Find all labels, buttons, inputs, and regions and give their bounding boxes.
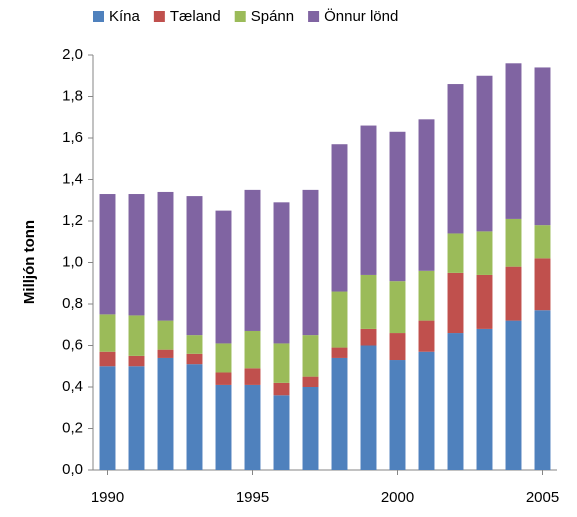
bar-segment	[215, 372, 232, 385]
y-tick-label: 0,4	[62, 378, 83, 395]
bar-segment	[215, 210, 232, 344]
bar-segment	[128, 355, 145, 367]
legend-label: Önnur lönd	[324, 7, 398, 25]
x-tick-label: 1995	[236, 489, 269, 506]
bar-segment	[476, 75, 493, 232]
bar-segment	[447, 84, 464, 234]
y-tick-label: 0,0	[62, 461, 83, 478]
bar-segment	[360, 328, 377, 346]
x-tick-label: 1990	[91, 489, 124, 506]
y-tick-label: 1,8	[62, 87, 83, 104]
bar-segment	[99, 366, 116, 470]
bar-segment	[331, 347, 348, 358]
legend-swatch	[234, 11, 246, 22]
legend-label: Kína	[109, 8, 141, 25]
bar-segment	[476, 274, 493, 329]
y-tick-label: 1,0	[62, 253, 83, 270]
y-tick-label: 0,2	[62, 419, 83, 436]
bar-segment	[186, 353, 203, 365]
bar-segment	[302, 387, 319, 470]
bar-segment	[99, 314, 116, 352]
bar-segment	[360, 274, 377, 329]
y-tick-label: 2,0	[62, 46, 83, 63]
bar-segment	[302, 189, 319, 336]
bar-segment	[186, 364, 203, 470]
y-tick-label: 0,6	[62, 336, 83, 353]
bar-segment	[447, 233, 464, 273]
bar-segment	[389, 333, 406, 361]
bar-segment	[186, 335, 203, 354]
bar-segment	[505, 320, 522, 470]
legend-swatch	[153, 11, 165, 22]
bar-segment	[244, 189, 261, 331]
bar-segment	[476, 328, 493, 470]
bar-segment	[273, 202, 290, 344]
y-tick-label: 0,8	[62, 295, 83, 312]
bar-segment	[534, 67, 551, 226]
bar-segment	[99, 351, 116, 367]
bar-segment	[505, 266, 522, 321]
bar-segment	[418, 320, 435, 352]
bar-segment	[128, 194, 145, 316]
bar-segment	[505, 218, 522, 267]
bar-segment	[186, 196, 203, 336]
bar-segment	[128, 315, 145, 356]
legend-swatch	[93, 11, 104, 22]
bar-segment	[215, 384, 232, 470]
y-tick-label: 1,4	[62, 170, 83, 187]
bar-segment	[476, 231, 493, 275]
bar-segment	[418, 351, 435, 470]
bar-segment	[244, 384, 261, 470]
bar-segment	[215, 343, 232, 373]
y-axis-label: Milljón tonn	[21, 220, 38, 304]
bar-segment	[244, 330, 261, 369]
bar-segment	[418, 270, 435, 321]
bar-segment	[157, 320, 174, 350]
bar-segment	[128, 366, 145, 470]
x-tick-label: 2005	[526, 489, 559, 506]
legend-label: Tæland	[170, 8, 221, 25]
bar-segment	[302, 376, 319, 387]
bar-segment	[534, 258, 551, 311]
bar-segment	[331, 357, 348, 470]
bar-segment	[389, 360, 406, 470]
legend-label: Spánn	[251, 8, 294, 25]
bar-segment	[157, 349, 174, 358]
bar-segment	[99, 194, 116, 315]
bar-segment	[389, 131, 406, 282]
bar-segment	[447, 333, 464, 470]
bar-segment	[331, 291, 348, 348]
bar-segment	[273, 343, 290, 383]
bar-segment	[505, 63, 522, 219]
bar-segment	[418, 119, 435, 271]
bar-segment	[302, 335, 319, 377]
bar-segment	[157, 191, 174, 321]
bar-segment	[534, 310, 551, 470]
bar-segment	[157, 357, 174, 470]
y-tick-label: 1,2	[62, 212, 83, 229]
bar-segment	[244, 368, 261, 385]
bar-segment	[331, 144, 348, 292]
legend-swatch	[308, 11, 320, 22]
bar-segment	[273, 395, 290, 470]
bar-segment	[447, 272, 464, 334]
bar-segment	[360, 125, 377, 275]
bar-segment	[534, 225, 551, 259]
bar-segment	[389, 281, 406, 334]
y-tick-label: 1,6	[62, 129, 83, 146]
x-tick-label: 2000	[381, 489, 414, 506]
bar-segment	[360, 345, 377, 470]
bar-segment	[273, 382, 290, 396]
